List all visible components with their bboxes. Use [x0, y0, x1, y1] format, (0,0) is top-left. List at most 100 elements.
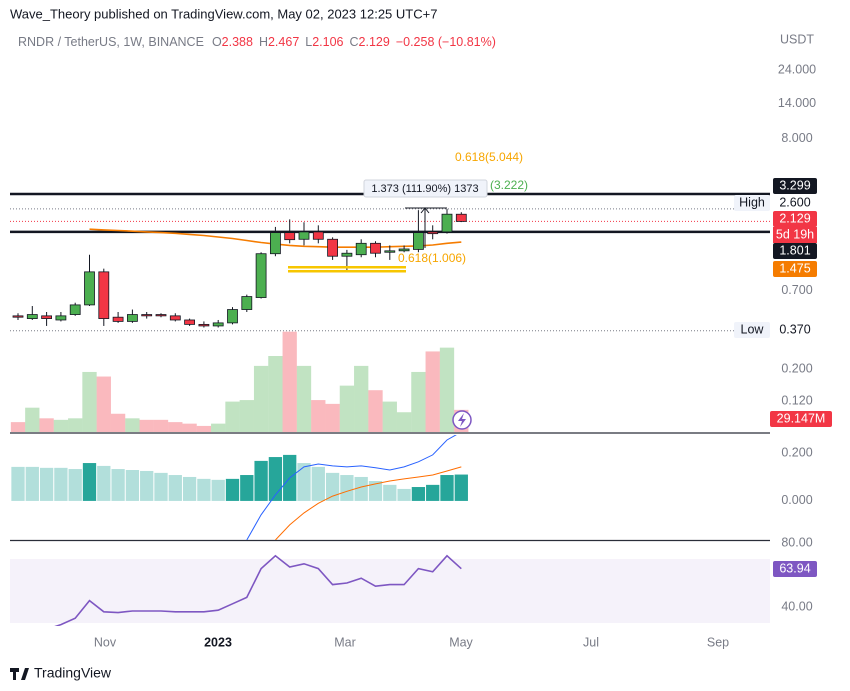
- candle-body: [26, 314, 38, 319]
- measure-box: [363, 179, 488, 198]
- volume-bar: [96, 376, 111, 432]
- price-badge: [773, 195, 817, 211]
- macd-histogram: [340, 475, 354, 501]
- volume-bar: [239, 400, 254, 432]
- volume-bar: [225, 401, 240, 432]
- y-tick-label: 0.200: [781, 362, 812, 376]
- candle-body: [298, 231, 310, 240]
- rsi-tick-label: 80.00: [781, 535, 812, 549]
- macd-histogram: [168, 475, 182, 501]
- price-badge-label: 1.475: [779, 261, 810, 275]
- candle-body: [269, 232, 281, 255]
- fib-label: 0.618(1.006): [398, 251, 466, 265]
- ohlc-key: L: [305, 35, 312, 49]
- macd-histogram: [440, 475, 454, 501]
- ohlc-value: 2.467: [268, 35, 299, 49]
- x-tick-label: Nov: [94, 635, 117, 649]
- macd-histogram: [197, 478, 211, 501]
- macd-histogram: [354, 476, 368, 501]
- candle-body: [12, 315, 24, 318]
- x-tick-label: May: [449, 635, 473, 649]
- symbol: RNDR / TetherUS, 1W, BINANCE: [18, 35, 204, 49]
- ohlc-key: H: [259, 35, 268, 49]
- candle-body: [241, 296, 253, 310]
- volume-bar: [39, 418, 54, 432]
- volume-bar: [425, 351, 440, 432]
- macd-histogram: [411, 487, 426, 501]
- candle-body: [441, 213, 453, 233]
- fib-zone: [288, 270, 406, 273]
- candle-body: [398, 248, 410, 252]
- price-badge-label: 0.370: [779, 322, 810, 336]
- candle-body: [198, 323, 210, 327]
- rsi-badge: [773, 561, 817, 577]
- volume-bar: [53, 419, 69, 432]
- level-name: High: [739, 195, 765, 209]
- macd-histogram: [111, 469, 125, 501]
- macd-histogram: [368, 481, 383, 501]
- macd-line: [246, 435, 457, 540]
- level-name-box: [734, 195, 770, 211]
- rsi-badge-label: 63.94: [779, 561, 810, 575]
- candle-body: [355, 242, 367, 256]
- price-badge-label: 2.600: [779, 195, 810, 209]
- candle-body: [412, 232, 424, 250]
- rsi-pane: [10, 554, 770, 626]
- countdown-badge: [773, 227, 817, 243]
- macd-histogram: [11, 466, 25, 501]
- candle-body: [69, 304, 81, 315]
- macd-histogram: [54, 467, 68, 501]
- candle-body: [455, 213, 467, 222]
- candle-body: [112, 316, 124, 322]
- price-pane: [10, 192, 770, 432]
- x-tick-label: 2023: [204, 635, 232, 649]
- volume-bar: [25, 407, 40, 432]
- candle-body: [41, 315, 52, 319]
- x-tick-label: Jul: [583, 635, 599, 649]
- macd-histogram: [154, 472, 168, 501]
- macd-histogram: [383, 484, 397, 501]
- price-badge-label: 3.299: [779, 178, 810, 192]
- volume-bar: [139, 419, 154, 432]
- y-tick-label: 14.000: [778, 96, 816, 110]
- candle-body: [98, 271, 110, 319]
- y-tick-label: 0.700: [781, 283, 812, 297]
- candle-body: [84, 271, 95, 306]
- volume-bar: [282, 331, 297, 432]
- candle-body: [284, 232, 296, 241]
- macd-histogram: [182, 476, 197, 501]
- macd-pane: [11, 435, 468, 540]
- candle-body: [312, 231, 324, 240]
- fib-label: 0.618(5.044): [455, 150, 523, 164]
- candle-body: [212, 322, 224, 327]
- macd-histogram: [297, 463, 311, 501]
- ohlc-value: 2.106: [312, 35, 343, 49]
- macd-histogram: [211, 479, 225, 501]
- price-badge: [773, 211, 817, 227]
- volume-bar: [110, 413, 126, 432]
- volume-badge-label: 29.147M: [777, 411, 826, 425]
- x-tick-label: Sep: [707, 635, 729, 649]
- macd-histogram: [254, 460, 268, 501]
- volume-bar: [368, 390, 383, 432]
- legend-text: RNDR / TetherUS, 1W, BINANCE O2.388 H2.467…: [18, 35, 496, 49]
- volume-bar: [396, 412, 412, 432]
- macd-histogram: [268, 457, 283, 501]
- macd-histogram: [454, 474, 468, 501]
- volume-bar: [411, 371, 426, 432]
- volume-bar: [153, 419, 169, 432]
- candle-body: [141, 314, 153, 317]
- macd-histogram: [97, 465, 111, 501]
- candle-body: [327, 238, 339, 257]
- price-badge: [773, 261, 817, 277]
- volume-bar: [439, 347, 455, 432]
- candle-body: [55, 315, 67, 321]
- volume-bar: [125, 418, 140, 432]
- x-tick-label: Mar: [334, 635, 356, 649]
- volume-bar: [339, 385, 355, 432]
- volume-bar: [268, 356, 283, 432]
- measure-label: 1.373 (111.90%) 1373: [371, 183, 478, 195]
- candle-body: [184, 319, 196, 325]
- volume-bar: [325, 403, 340, 432]
- ohlc-value: 2.388: [222, 35, 253, 49]
